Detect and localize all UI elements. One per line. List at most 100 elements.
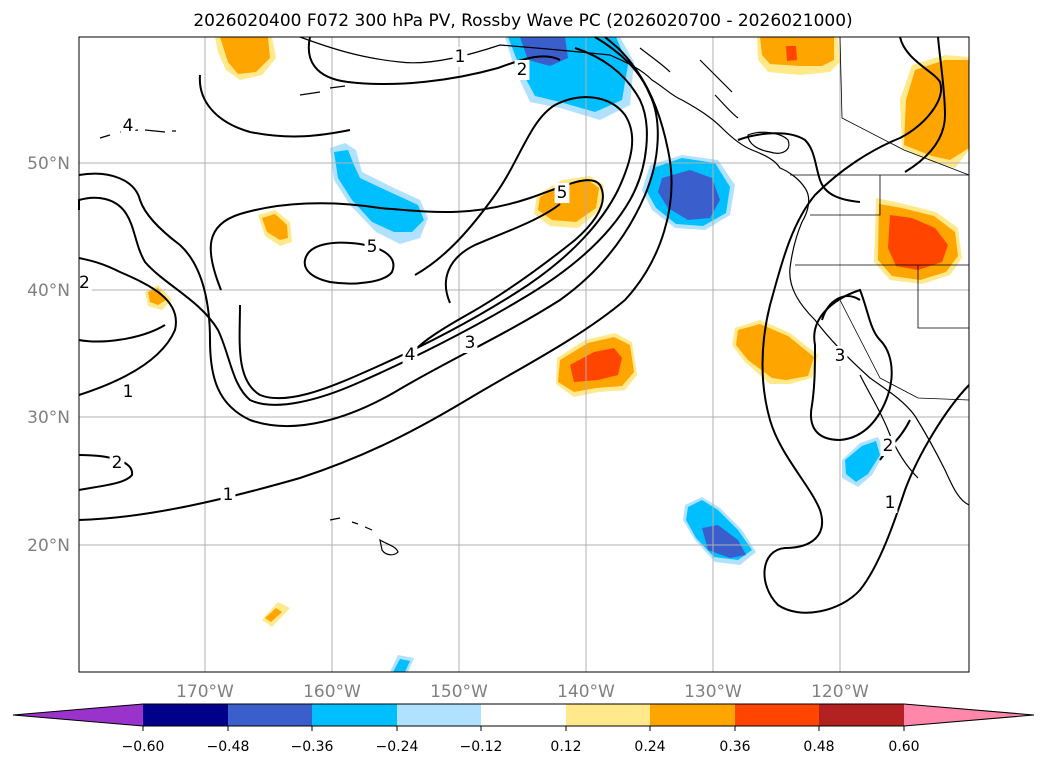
colorbar-segment [13, 704, 143, 726]
pv-contour [307, 36, 561, 86]
pv-contour [445, 203, 561, 304]
pv-contour [78, 36, 673, 521]
contour-label: 4 [405, 345, 416, 365]
colorbar-tick-label: −0.36 [291, 739, 334, 755]
colorbar-segment [481, 704, 566, 726]
map-frame [78, 36, 970, 673]
contour-label-layer: 1 2 4 5 2 3 4 5 1 1 2 3 2 1 [77, 47, 898, 513]
pv-contour [198, 74, 351, 138]
contour-label-halo [882, 493, 898, 513]
anomaly-positive [265, 608, 282, 622]
colorbar-tick-label: 0.48 [803, 739, 834, 755]
colorbar-tick-label: −0.48 [207, 739, 250, 755]
contour-label-halo [220, 485, 236, 505]
contour-label: 5 [367, 237, 378, 257]
colorbar-tick-labels: −0.60 −0.48 −0.36 −0.24 −0.12 0.12 0.24 … [122, 739, 920, 755]
colorbar: −0.60 −0.48 −0.36 −0.24 −0.12 0.12 0.24 … [12, 703, 1035, 755]
contour-label: 3 [465, 333, 476, 353]
colorbar-segment [650, 704, 735, 726]
shading-layer [145, 37, 969, 672]
hawaii-islands [329, 517, 399, 556]
contour-label: 2 [112, 453, 123, 473]
anomaly-negative [334, 150, 424, 232]
colorbar-tick-label: −0.12 [460, 739, 503, 755]
lat-label: 50°N [27, 154, 70, 174]
anomaly-positive [570, 348, 622, 382]
pv-contour [737, 132, 861, 203]
colorbar-segment [143, 704, 228, 726]
baja-coast [859, 374, 919, 479]
contour-label: 2 [883, 436, 894, 456]
contour-label-halo [452, 47, 468, 67]
contour-label-halo [880, 436, 896, 456]
colorbar-tick-label: 0.60 [888, 739, 919, 755]
contour-label: 1 [455, 47, 466, 67]
pv-contour [78, 36, 659, 427]
colorbar-tick-label: 0.36 [719, 739, 750, 755]
pv-contour [238, 96, 634, 400]
pv-contour [78, 324, 166, 343]
colorbar-tick-label: −0.24 [376, 739, 419, 755]
contour-label-halo [462, 333, 478, 353]
lon-label: 120°W [811, 682, 869, 702]
graticule [79, 37, 969, 672]
lat-label: 20°N [27, 536, 70, 556]
colorbar-tick-label: 0.24 [634, 739, 665, 755]
colorbar-tick-label: 0.12 [550, 739, 581, 755]
map-panel: 1 2 4 5 2 3 4 5 1 1 2 3 2 1 [77, 36, 970, 673]
contour-layer [78, 36, 970, 614]
lat-label: 40°N [27, 281, 70, 301]
pv-contour [810, 288, 893, 442]
anomaly-positive [904, 60, 969, 160]
latitude-labels: 50°N 40°N 30°N 20°N [27, 154, 70, 556]
figure-title: 2026020400 F072 300 hPa PV, Rossby Wave … [193, 11, 852, 31]
longitude-labels: 170°W 160°W 150°W 140°W 130°W 120°W [176, 682, 869, 702]
lon-label: 130°W [684, 682, 742, 702]
anomaly-positive [262, 214, 288, 240]
colorbar-segment [228, 704, 312, 726]
anomaly-positive [736, 324, 814, 380]
contour-label-halo [364, 237, 380, 257]
colorbar-segment [904, 704, 1034, 726]
lat-label: 30°N [27, 408, 70, 428]
anomaly-positive [786, 46, 797, 61]
anomaly-negative [658, 170, 720, 220]
colorbar-segment [566, 704, 650, 726]
contour-label-halo [554, 183, 570, 203]
contour-label: 1 [885, 493, 896, 513]
contour-label: 1 [123, 382, 134, 402]
contour-label-halo [77, 273, 92, 293]
contour-label-halo [120, 382, 136, 402]
colorbar-tick-label: −0.60 [122, 739, 165, 755]
lon-label: 170°W [176, 682, 234, 702]
contour-label: 5 [557, 183, 568, 203]
anomaly-positive [888, 215, 948, 270]
lon-label: 140°W [557, 682, 615, 702]
anomaly-negative [393, 659, 410, 672]
pv-contour [78, 454, 134, 491]
anomaly-positive [760, 37, 834, 66]
anomaly-negative [845, 441, 880, 482]
contour-label-halo [402, 345, 418, 365]
pv-contour [78, 257, 177, 396]
lon-label: 150°W [430, 682, 488, 702]
political-borders [790, 36, 970, 401]
alaska-panhandle-islands [639, 47, 739, 119]
anomaly-positive [220, 37, 270, 74]
lon-label: 160°W [303, 682, 361, 702]
contour-label: 3 [835, 346, 846, 366]
contour-label: 2 [79, 273, 90, 293]
colorbar-segment [735, 704, 819, 726]
contour-label-halo [514, 60, 530, 80]
pv-contour [209, 179, 604, 351]
colorbar-segment [819, 704, 904, 726]
contour-label: 2 [517, 60, 528, 80]
contour-label-halo [832, 346, 848, 366]
north-america-coast [299, 36, 970, 506]
contour-label-halo [109, 453, 125, 473]
pv-contour [904, 36, 947, 173]
pv-contour [303, 241, 395, 285]
anomaly-positive [148, 288, 166, 305]
pv-contour [78, 47, 648, 406]
